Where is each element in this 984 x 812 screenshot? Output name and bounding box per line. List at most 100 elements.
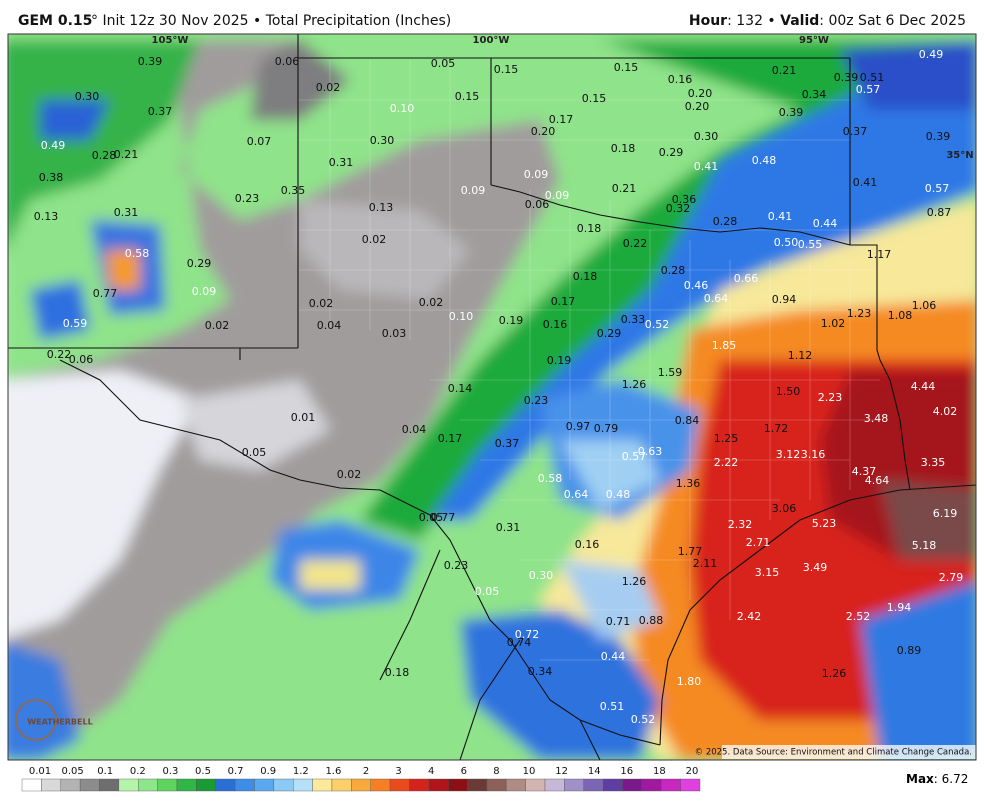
- legend-label: 3: [395, 766, 401, 777]
- precip-value-label: 2.52: [846, 610, 871, 623]
- precip-value-label: 0.15: [582, 92, 607, 105]
- legend-label: 8: [493, 766, 499, 777]
- precip-value-label: 0.09: [524, 168, 549, 181]
- precip-value-label: 0.79: [594, 422, 619, 435]
- precip-value-label: 0.06: [69, 353, 94, 366]
- legend-label: 16: [620, 766, 633, 777]
- precip-value-label: 0.51: [860, 71, 885, 84]
- precip-value-label: 0.19: [547, 354, 572, 367]
- precip-value-label: 1.94: [887, 601, 912, 614]
- precip-value-label: 0.77: [93, 287, 118, 300]
- model-name: GEM 0.15: [18, 13, 92, 29]
- precip-value-label: 1.85: [712, 339, 737, 352]
- precip-value-label: 4.37: [852, 465, 877, 478]
- precip-value-label: 0.29: [597, 327, 622, 340]
- precip-value-label: 0.03: [382, 327, 407, 340]
- precip-value-label: 0.28: [661, 264, 686, 277]
- precip-value-label: 2.42: [737, 610, 762, 623]
- legend-label: 0.2: [130, 766, 146, 777]
- precip-value-label: 0.23: [524, 394, 549, 407]
- precip-value-label: 0.29: [187, 257, 212, 270]
- legend-swatch: [273, 778, 294, 792]
- precip-value-label: 0.23: [235, 192, 260, 205]
- graticule-label: 95°W: [799, 35, 829, 46]
- legend-swatch: [99, 778, 120, 792]
- logo-ring: [15, 699, 57, 741]
- valid-time: Hour: 132 • Valid: 00z Sat 6 Dec 2025: [689, 13, 966, 29]
- precip-value-label: 0.59: [63, 317, 88, 330]
- precip-value-label: 0.10: [449, 310, 474, 323]
- precip-field: [8, 34, 976, 760]
- precip-value-label: 3.49: [803, 561, 828, 574]
- precip-value-label: 3.16: [801, 448, 826, 461]
- precip-value-label: 0.57: [925, 182, 950, 195]
- legend-swatch: [254, 778, 275, 792]
- precip-value-label: 0.19: [499, 314, 524, 327]
- legend-swatch: [196, 778, 216, 792]
- precip-value-label: 1.06: [912, 299, 937, 312]
- precip-value-label: 0.02: [205, 319, 230, 332]
- precip-value-label: 0.15: [455, 90, 480, 103]
- precip-value-label: 0.33: [621, 313, 646, 326]
- legend-swatch: [21, 778, 42, 792]
- copyright-bg: [722, 745, 976, 759]
- precip-value-label: 0.36: [672, 193, 697, 206]
- precip-value-label: 0.94: [772, 293, 797, 306]
- precip-value-label: 3.48: [864, 412, 889, 425]
- precip-value-label: 0.41: [768, 210, 793, 223]
- precip-value-label: 1.77: [678, 545, 703, 558]
- precip-value-label: 0.30: [529, 569, 554, 582]
- precip-value-label: 0.37: [148, 105, 173, 118]
- precip-value-label: 0.22: [47, 348, 72, 361]
- legend-label: 0.7: [228, 766, 244, 777]
- precip-value-label: 0.55: [798, 238, 823, 251]
- legend-swatch: [370, 778, 391, 792]
- precip-value-label: 1.36: [676, 477, 701, 490]
- precip-value-label: 1.59: [658, 366, 683, 379]
- precip-value-label: 0.44: [813, 217, 838, 230]
- legend-label: 0.3: [162, 766, 178, 777]
- legend-swatch: [680, 778, 701, 792]
- legend-swatch: [564, 778, 584, 792]
- precip-value-label: 0.17: [438, 432, 463, 445]
- precip-value-label: 2.23: [818, 391, 843, 404]
- precip-value-label: 0.39: [834, 71, 859, 84]
- precip-value-label: 0.87: [927, 206, 952, 219]
- legend-label: 12: [555, 766, 568, 777]
- precip-value-label: 1.50: [776, 385, 801, 398]
- precip-value-label: 0.05: [431, 57, 456, 70]
- precip-value-label: 0.18: [611, 142, 636, 155]
- legend-swatch: [506, 778, 526, 792]
- legend-label: 14: [588, 766, 601, 777]
- graticule-label: 105°W: [152, 35, 189, 46]
- precip-value-label: 0.88: [639, 614, 664, 627]
- map: 0.390.300.370.490.280.210.380.13 0.310.23…: [8, 34, 976, 760]
- precip-value-label: 0.41: [694, 160, 719, 173]
- precip-value-label: 1.72: [764, 422, 789, 435]
- precip-value-label: 0.84: [675, 414, 700, 427]
- legend-label: 0.1: [97, 766, 113, 777]
- precip-value-label: 0.01: [291, 411, 316, 424]
- precip-value-label: 0.16: [543, 318, 568, 331]
- legend: 0.01 0.05 0.1 0.2 0.3 0.5 0.7 0.9 1.2 1.6 2 3 4 6 8 10 1…: [21, 766, 701, 792]
- precip-value-label: 0.15: [494, 63, 519, 76]
- legend-label: 0.05: [61, 766, 83, 777]
- legend-swatch: [351, 778, 371, 792]
- legend-label: 10: [523, 766, 536, 777]
- precip-value-label: 0.39: [138, 55, 163, 68]
- precip-value-label: 4.64: [865, 474, 890, 487]
- precip-value-label: 1.26: [622, 575, 647, 588]
- precip-value-label: 0.72: [515, 628, 540, 641]
- precip-value-label: 6.19: [933, 507, 958, 520]
- precip-value-label: 0.30: [694, 130, 719, 143]
- precip-value-label: 0.16: [575, 538, 600, 551]
- precip-value-label: 0.20: [688, 87, 713, 100]
- precip-value-label: 5.23: [812, 517, 837, 530]
- precip-value-label: 0.35: [281, 184, 306, 197]
- precip-value-label: 0.18: [573, 270, 598, 283]
- graticule-label: 35°N: [946, 150, 973, 161]
- precip-value-label: 0.51: [600, 700, 625, 713]
- precip-value-label: 1.12: [788, 349, 813, 362]
- precip-value-label: 2.32: [728, 518, 753, 531]
